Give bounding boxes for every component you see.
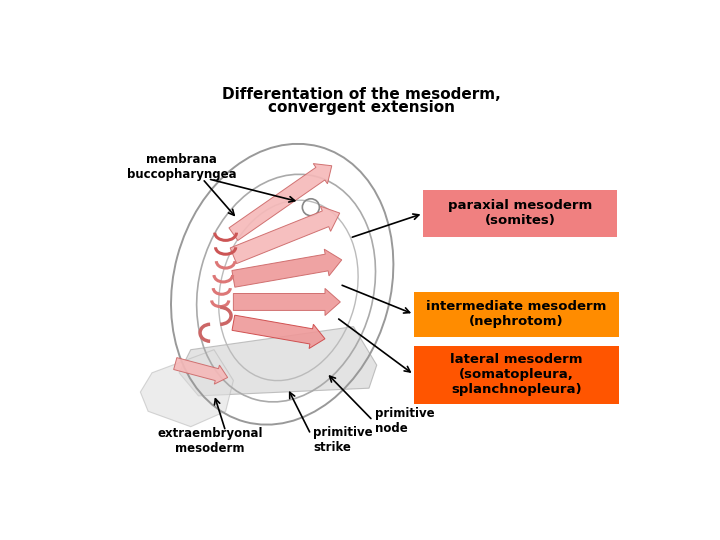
- FancyBboxPatch shape: [414, 292, 619, 336]
- Text: Differentation of the mesoderm,: Differentation of the mesoderm,: [222, 86, 500, 102]
- Polygon shape: [230, 206, 340, 264]
- FancyBboxPatch shape: [423, 190, 617, 237]
- Polygon shape: [232, 249, 342, 287]
- Polygon shape: [174, 357, 228, 384]
- Text: extraembryonal
mesoderm: extraembryonal mesoderm: [158, 427, 263, 455]
- Polygon shape: [140, 350, 233, 427]
- Text: paraxial mesoderm
(somites): paraxial mesoderm (somites): [448, 199, 593, 227]
- Polygon shape: [232, 315, 325, 348]
- Polygon shape: [233, 288, 341, 315]
- Text: primitive
node: primitive node: [375, 407, 435, 435]
- Polygon shape: [229, 164, 332, 240]
- Text: membrana
buccopharyngea: membrana buccopharyngea: [127, 153, 236, 181]
- Polygon shape: [179, 327, 377, 396]
- Text: primitive
strike: primitive strike: [313, 426, 373, 454]
- Text: intermediate mesoderm
(nephrotom): intermediate mesoderm (nephrotom): [426, 300, 607, 328]
- Text: lateral mesoderm
(somatopleura,
splanchnopleura): lateral mesoderm (somatopleura, splanchn…: [451, 353, 583, 396]
- FancyBboxPatch shape: [414, 346, 619, 403]
- Text: convergent extension: convergent extension: [268, 100, 455, 116]
